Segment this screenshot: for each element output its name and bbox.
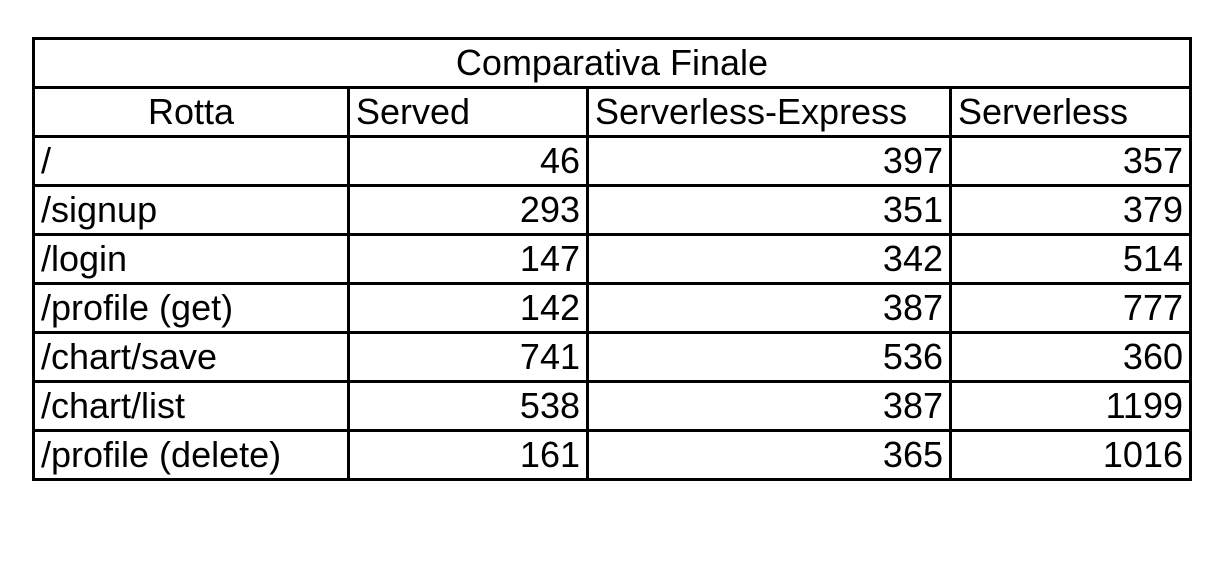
route-cell: /login [32, 233, 350, 285]
title-row: Comparativa Finale [32, 37, 1192, 89]
served-value: 161 [347, 429, 589, 481]
serverless-express-value: 536 [586, 331, 952, 383]
serverless-value: 514 [949, 233, 1192, 285]
serverless-express-value: 365 [586, 429, 952, 481]
serverless-express-value: 397 [586, 135, 952, 187]
serverless-value: 1016 [949, 429, 1192, 481]
serverless-value: 777 [949, 282, 1192, 334]
serverless-express-value: 387 [586, 282, 952, 334]
served-value: 46 [347, 135, 589, 187]
served-value: 741 [347, 331, 589, 383]
table-row: /profile (delete) 161 365 1016 [32, 429, 1192, 481]
column-header-rotta: Rotta [32, 86, 350, 138]
table-title: Comparativa Finale [32, 37, 1192, 89]
table-row: /chart/save 741 536 360 [32, 331, 1192, 383]
served-value: 142 [347, 282, 589, 334]
served-value: 147 [347, 233, 589, 285]
serverless-express-value: 351 [586, 184, 952, 236]
serverless-value: 1199 [949, 380, 1192, 432]
serverless-value: 360 [949, 331, 1192, 383]
comparison-table: Comparativa Finale Rotta Served Serverle… [32, 37, 1192, 481]
route-cell: /chart/save [32, 331, 350, 383]
header-row: Rotta Served Serverless-Express Serverle… [32, 86, 1192, 138]
served-value: 293 [347, 184, 589, 236]
served-value: 538 [347, 380, 589, 432]
table-row: /login 147 342 514 [32, 233, 1192, 285]
table-row: / 46 397 357 [32, 135, 1192, 187]
route-cell: /signup [32, 184, 350, 236]
column-header-serverless-express: Serverless-Express [586, 86, 952, 138]
route-cell: /profile (get) [32, 282, 350, 334]
route-cell: /chart/list [32, 380, 350, 432]
table-row: /signup 293 351 379 [32, 184, 1192, 236]
column-header-served: Served [347, 86, 589, 138]
serverless-value: 357 [949, 135, 1192, 187]
serverless-express-value: 342 [586, 233, 952, 285]
serverless-value: 379 [949, 184, 1192, 236]
table-row: /chart/list 538 387 1199 [32, 380, 1192, 432]
route-cell: /profile (delete) [32, 429, 350, 481]
table-row: /profile (get) 142 387 777 [32, 282, 1192, 334]
column-header-serverless: Serverless [949, 86, 1192, 138]
serverless-express-value: 387 [586, 380, 952, 432]
route-cell: / [32, 135, 350, 187]
